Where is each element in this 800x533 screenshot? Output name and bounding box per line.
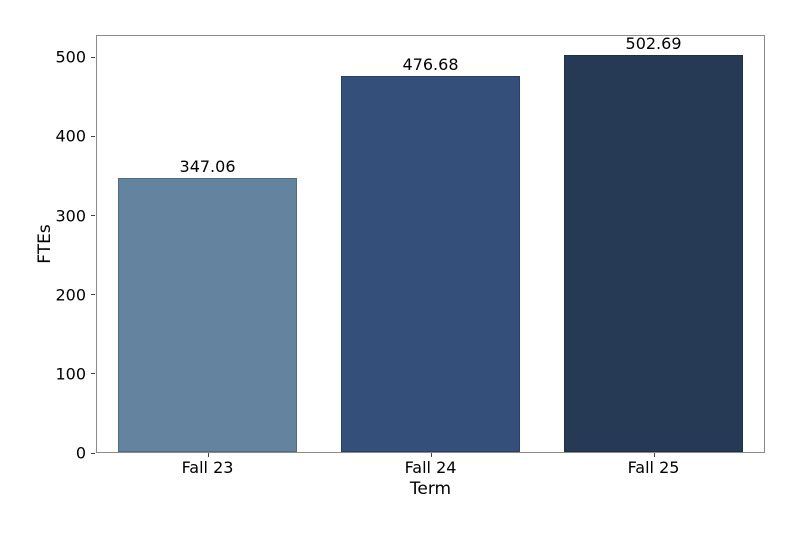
y-tick-mark bbox=[91, 135, 95, 137]
x-tick-mark bbox=[653, 453, 655, 457]
y-tick-mark bbox=[91, 56, 95, 58]
x-tick-mark bbox=[207, 453, 209, 457]
y-tick-mark bbox=[91, 215, 95, 216]
y-tick-mark bbox=[91, 294, 95, 296]
x-tick-label: Fall 24 bbox=[404, 458, 457, 477]
bar-value-label: 476.68 bbox=[402, 54, 459, 74]
bar-fall-24 bbox=[341, 75, 520, 452]
y-tick-label: 400 bbox=[55, 126, 86, 146]
y-tick-label: 100 bbox=[55, 364, 86, 384]
y-tick-mark bbox=[91, 452, 95, 454]
y-tick-mark bbox=[91, 373, 95, 375]
y-tick-label: 0 bbox=[75, 443, 86, 463]
y-axis-label: FTEs bbox=[35, 224, 55, 264]
y-tick-label: 300 bbox=[55, 206, 86, 225]
bar-fall-23 bbox=[118, 178, 297, 452]
x-axis-label: Term bbox=[409, 479, 452, 499]
y-tick-label: 200 bbox=[55, 285, 86, 305]
bar-value-label: 347.06 bbox=[179, 157, 236, 177]
bar-value-label: 502.69 bbox=[625, 34, 682, 54]
bar-fall-25 bbox=[564, 55, 743, 452]
y-tick-label: 500 bbox=[55, 47, 86, 67]
x-tick-label: Fall 23 bbox=[181, 458, 234, 477]
x-tick-mark bbox=[430, 453, 432, 457]
x-tick-label: Fall 25 bbox=[627, 458, 680, 477]
